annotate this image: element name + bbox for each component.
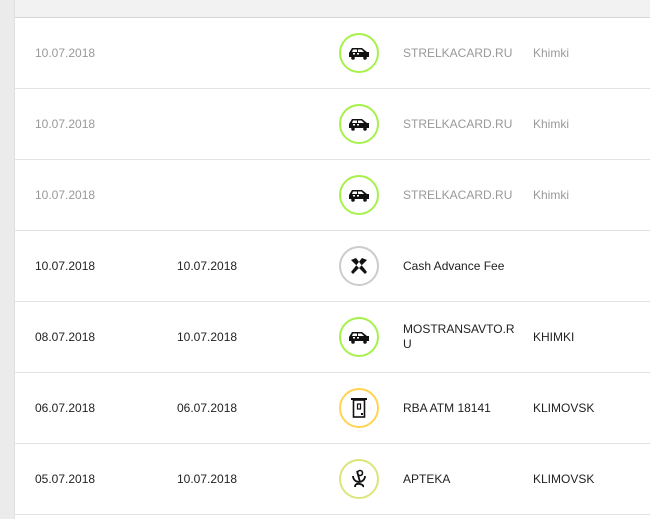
- city: KLIMOVSK: [533, 471, 595, 486]
- posting-date: 10.07.2018: [177, 471, 238, 486]
- car-icon: [339, 175, 379, 215]
- pharmacy-icon: [339, 459, 379, 499]
- description: STRELKACARD.RU: [403, 45, 513, 60]
- posting-date: 10.07.2018: [177, 258, 238, 273]
- table-row[interactable]: 06.07.2018 06.07.2018 RBA ATM 18141 KLIM…: [15, 373, 650, 444]
- car-icon: [339, 317, 379, 357]
- city: KLIMOVSK: [533, 400, 595, 415]
- table-row[interactable]: 08.07.2018 10.07.2018 MOSTRANSAVTO.RU KH…: [15, 302, 650, 373]
- description: RBA ATM 18141: [403, 400, 491, 415]
- description: APTEKA: [403, 471, 451, 486]
- transaction-date: 05.07.2018: [35, 471, 96, 486]
- atm-icon: [339, 388, 379, 428]
- table-row[interactable]: 10.07.2018 STRELKACARD.RU Khimki: [15, 89, 650, 160]
- transaction-date: 10.07.2018: [35, 258, 96, 273]
- table-header: [15, 0, 650, 18]
- transaction-date: 10.07.2018: [35, 187, 96, 202]
- table-row[interactable]: 10.07.2018 10.07.2018 Cash Advance Fee: [15, 231, 650, 302]
- city: Khimki: [533, 116, 570, 131]
- city: Khimki: [533, 187, 570, 202]
- transaction-date: 08.07.2018: [35, 329, 96, 344]
- transaction-date: 06.07.2018: [35, 400, 96, 415]
- transaction-date: 10.07.2018: [35, 116, 96, 131]
- description: STRELKACARD.RU: [403, 187, 513, 202]
- table-row[interactable]: 10.07.2018 STRELKACARD.RU Khimki: [15, 160, 650, 231]
- transaction-date: 10.07.2018: [35, 45, 96, 60]
- description: MOSTRANSAVTO.RU: [403, 322, 515, 351]
- bank-logo-icon: [339, 246, 379, 286]
- table-row[interactable]: 10.07.2018 STRELKACARD.RU Khimki: [15, 18, 650, 89]
- posting-date: 06.07.2018: [177, 400, 238, 415]
- city: Khimki: [533, 45, 570, 60]
- description: STRELKACARD.RU: [403, 116, 513, 131]
- car-icon: [339, 33, 379, 73]
- left-panel: [0, 0, 15, 519]
- description: Cash Advance Fee: [403, 258, 505, 273]
- transactions-list: 10.07.2018 STRELKACARD.RU Khimki 10.07.2…: [15, 18, 650, 515]
- posting-date: 10.07.2018: [177, 329, 238, 344]
- table-row[interactable]: 05.07.2018 10.07.2018 APTEKA KLIMOVSK: [15, 444, 650, 515]
- city: KHIMKI: [533, 329, 575, 344]
- car-icon: [339, 104, 379, 144]
